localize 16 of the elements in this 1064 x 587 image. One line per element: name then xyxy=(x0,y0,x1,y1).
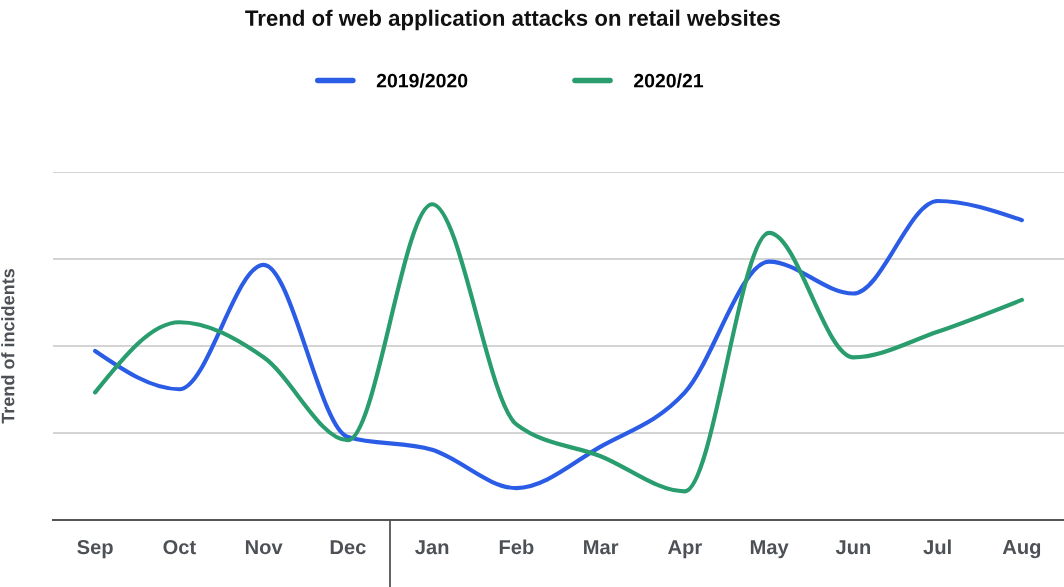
x-tick-label: May xyxy=(750,540,789,559)
x-tick-label: Aug xyxy=(1002,540,1041,559)
x-tick-label: Jul xyxy=(923,539,951,555)
y-axis-title: Trend of incidents xyxy=(1,268,15,424)
x-tick-label: Apr xyxy=(668,540,702,559)
x-tick-label: Mar xyxy=(584,540,619,555)
chart-title: Trend of web application attacks on retail websites xyxy=(245,9,780,31)
x-tick-label: Jun xyxy=(835,540,871,555)
x-tick-label: Jan xyxy=(415,540,449,555)
x-tick-label: Sep xyxy=(77,539,113,559)
x-tick-label: Feb xyxy=(499,539,534,555)
x-tick-label: Oct xyxy=(163,539,196,555)
legend-label: 2020/21 xyxy=(634,73,704,88)
x-tick-label: Dec xyxy=(330,540,366,555)
x-tick-label: Nov xyxy=(245,540,283,555)
legend-label: 2019/2020 xyxy=(376,73,468,88)
